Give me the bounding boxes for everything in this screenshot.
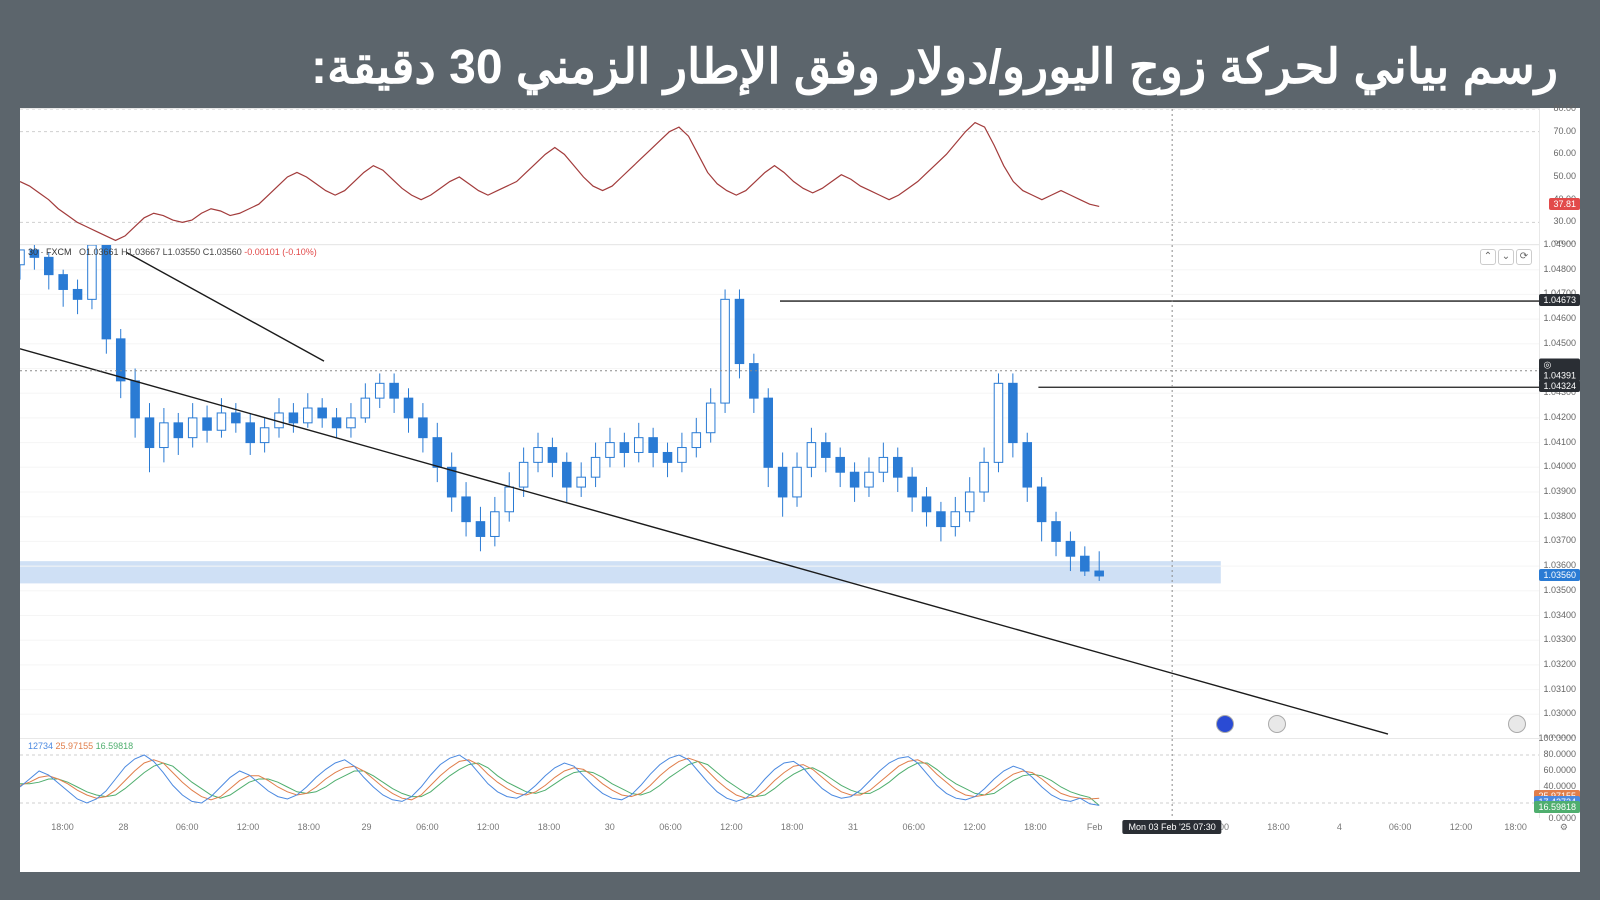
price-y-axis[interactable]: 1.029001.030001.031001.032001.033001.034… (1539, 244, 1580, 738)
time-tick: 06:00 (416, 822, 439, 832)
time-tick: 29 (362, 822, 372, 832)
ohlc-o: 1.03661 (86, 247, 119, 257)
time-tick: 18:00 (1504, 822, 1527, 832)
stochastic-readout: 12734 25.97155 16.59818 (28, 741, 133, 751)
price-badge: ◎ 1.04391 (1539, 358, 1580, 381)
time-tick: 4 (1337, 822, 1342, 832)
time-tick: 18:00 (51, 822, 74, 832)
pane-reset-button[interactable]: ⟳ (1516, 249, 1532, 265)
ohlc-chg: -0.00101 (244, 247, 280, 257)
time-tick: 18:00 (781, 822, 804, 832)
time-tick: 12:00 (963, 822, 986, 832)
ohlc-chg-pct: (-0.10%) (282, 247, 317, 257)
event-flag-icon[interactable] (1216, 715, 1234, 733)
ohlc-c: 1.03560 (209, 247, 242, 257)
time-hover-badge: Mon 03 Feb '25 07:30 (1123, 820, 1222, 834)
stochastic-pane[interactable]: 12734 25.97155 16.59818 (20, 738, 1540, 819)
symbol-label: 30 · FXCM (28, 247, 72, 257)
ohlc-readout: 30 · FXCM O1.03661 H1.03667 L1.03550 C1.… (28, 247, 317, 257)
stochastic-y-axis[interactable]: 0.000020.000040.000060.000080.0000100.00… (1539, 738, 1580, 818)
time-axis[interactable]: 18:00 28 06:00 12:00 18:00 29 06:00 12:00 18:00 3… (20, 818, 1540, 840)
time-tick: 28 (118, 822, 128, 832)
time-tick: 12:00 (237, 822, 260, 832)
time-tick: 06:00 (1389, 822, 1412, 832)
time-tick: 06:00 (659, 822, 682, 832)
ohlc-h: 1.03667 (128, 247, 161, 257)
time-tick: 06:00 (902, 822, 925, 832)
price-badge: 1.03560 (1539, 569, 1580, 581)
event-flag-icon[interactable] (1268, 715, 1286, 733)
gear-icon[interactable]: ⚙ (1560, 822, 1568, 833)
time-tick: 18:00 (298, 822, 321, 832)
page-title: رسم بياني لحركة زوج اليورو/دولار وفق الإ… (20, 28, 1580, 108)
pane-down-button[interactable]: ⌄ (1498, 249, 1514, 265)
event-flag-icon[interactable] (1508, 715, 1526, 733)
time-tick: 12:00 (477, 822, 500, 832)
pane-up-button[interactable]: ⌃ (1480, 249, 1496, 265)
chart-frame: رسم بياني لحركة زوج اليورو/دولار وفق الإ… (20, 28, 1580, 872)
time-tick: Feb (1087, 822, 1103, 832)
ohlc-l: 1.03550 (168, 247, 201, 257)
time-tick: 18:00 (1267, 822, 1290, 832)
rsi-y-axis[interactable]: 20.0030.0040.0050.0060.0070.0080.0037.81 (1539, 108, 1580, 244)
time-tick: 30 (605, 822, 615, 832)
time-tick: 12:00 (1450, 822, 1473, 832)
time-tick: 31 (848, 822, 858, 832)
time-tick: 12:00 (720, 822, 743, 832)
stoch-badge: 16.59818 (1534, 801, 1580, 813)
rsi-pane[interactable] (20, 108, 1540, 245)
price-badge: 1.04324 (1539, 380, 1580, 392)
time-tick: 06:00 (176, 822, 199, 832)
stoch-slow-value: 16.59818 (96, 741, 134, 751)
time-tick: 18:00 (1024, 822, 1047, 832)
time-tick: 18:00 (538, 822, 561, 832)
stoch-d-value: 25.97155 (56, 741, 94, 751)
price-badge: 1.04673 (1539, 294, 1580, 306)
rsi-current-badge: 37.81 (1549, 198, 1580, 210)
price-pane[interactable]: 30 · FXCM O1.03661 H1.03667 L1.03550 C1.… (20, 244, 1540, 739)
stoch-k-value: 12734 (28, 741, 53, 751)
